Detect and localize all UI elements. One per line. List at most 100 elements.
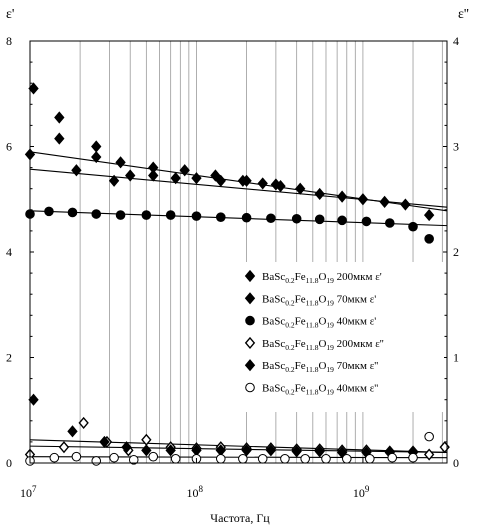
data-point [91, 150, 102, 164]
data-point [423, 208, 435, 222]
legend-marker [244, 336, 256, 349]
legend-marker [245, 382, 255, 393]
legend-label: BaSc0.2Fe11.8O19 70мкм ε'' [262, 360, 378, 374]
x-tick-label: 107 [20, 484, 37, 500]
right-tick-label: 2 [453, 245, 459, 259]
legend-label: BaSc0.2Fe11.8O19 40мкм ε'' [262, 383, 378, 397]
data-point [337, 215, 347, 226]
data-point [99, 435, 110, 448]
x-axis: 107 108 109 [20, 458, 370, 500]
legend-marker [244, 359, 256, 372]
data-point [357, 193, 369, 206]
legend-marker [244, 269, 256, 283]
trend-line [29, 445, 448, 453]
data-point [280, 453, 290, 464]
left-tick-label: 4 [6, 245, 12, 259]
data-point [238, 453, 248, 464]
legend-label: BaSc0.2Fe11.8O19 200мкм ε'' [262, 338, 384, 352]
data-point [424, 234, 434, 244]
data-point [400, 198, 411, 211]
left-tick-label: 0 [6, 456, 12, 470]
data-point [314, 187, 325, 201]
data-point [115, 156, 126, 169]
data-point [266, 213, 276, 224]
data-point [125, 169, 136, 182]
data-point [215, 212, 226, 222]
data-point [314, 445, 325, 458]
data-point [275, 179, 286, 193]
data-point [257, 177, 268, 190]
data-point [170, 453, 181, 464]
data-point [128, 455, 139, 465]
data-point [71, 164, 82, 177]
data-point [215, 453, 226, 464]
right-tick-label: 1 [453, 351, 459, 365]
legend-box [238, 262, 444, 412]
x-axis-title: Частота, Гц [210, 511, 270, 525]
data-point [58, 441, 70, 454]
data-point [291, 445, 302, 458]
data-point [165, 210, 176, 220]
data-point [215, 174, 226, 187]
data-point [257, 453, 268, 464]
legend: BaSc0.2Fe11.8O19 200мкм ε' BaSc0.2Fe11.8O… [238, 262, 444, 412]
data-point [191, 211, 202, 221]
right-tick-label: 0 [453, 456, 459, 470]
trend-line [29, 168, 448, 208]
left-tick-label: 2 [6, 351, 12, 365]
data-point [141, 210, 152, 220]
left-axis-title: ε' [6, 7, 14, 22]
legend-label: BaSc0.2Fe11.8O19 200мкм ε' [262, 271, 382, 285]
legend-marker [245, 315, 255, 326]
data-point [109, 452, 119, 463]
data-point [141, 444, 152, 457]
legend-marker [244, 292, 256, 305]
right-axis: 0 1 2 3 4 [443, 34, 459, 470]
data-point [300, 453, 310, 464]
data-point [379, 195, 390, 208]
data-point [121, 441, 132, 454]
data-point [314, 214, 325, 225]
data-point [321, 453, 331, 464]
data-point [341, 453, 352, 464]
data-point [265, 444, 277, 457]
data-point [91, 456, 102, 466]
data-point [28, 82, 39, 95]
data-point [71, 451, 82, 462]
data-point [424, 431, 434, 442]
data-point [91, 209, 102, 219]
data-point [365, 453, 375, 464]
right-axis-title: ε'' [458, 7, 469, 22]
data-point [67, 207, 78, 218]
data-point [165, 444, 176, 457]
data-point [237, 174, 249, 187]
data-point [170, 172, 181, 185]
right-tick-label: 4 [453, 34, 459, 48]
data-point [91, 140, 102, 153]
left-tick-label: 6 [6, 140, 12, 154]
data-point [291, 213, 302, 224]
data-point [67, 425, 78, 438]
trend-line [29, 439, 448, 453]
data-point [241, 212, 252, 223]
data-point [148, 169, 159, 182]
data-point [336, 190, 348, 203]
data-point [387, 452, 398, 463]
data-point [115, 210, 126, 220]
data-point [210, 169, 221, 182]
left-axis: 0 2 4 6 8 [6, 34, 34, 470]
data-point [54, 132, 65, 145]
data-point [78, 416, 89, 429]
x-tick-label: 109 [353, 484, 370, 500]
left-tick-label: 8 [6, 34, 12, 48]
data-point [295, 182, 306, 195]
data-point [408, 221, 418, 232]
right-tick-label: 3 [453, 140, 459, 154]
data-point [439, 441, 450, 454]
data-point [44, 206, 54, 217]
data-point [361, 216, 372, 227]
x-tick-label: 108 [186, 484, 203, 500]
data-point [49, 452, 60, 463]
data-point [54, 111, 65, 124]
